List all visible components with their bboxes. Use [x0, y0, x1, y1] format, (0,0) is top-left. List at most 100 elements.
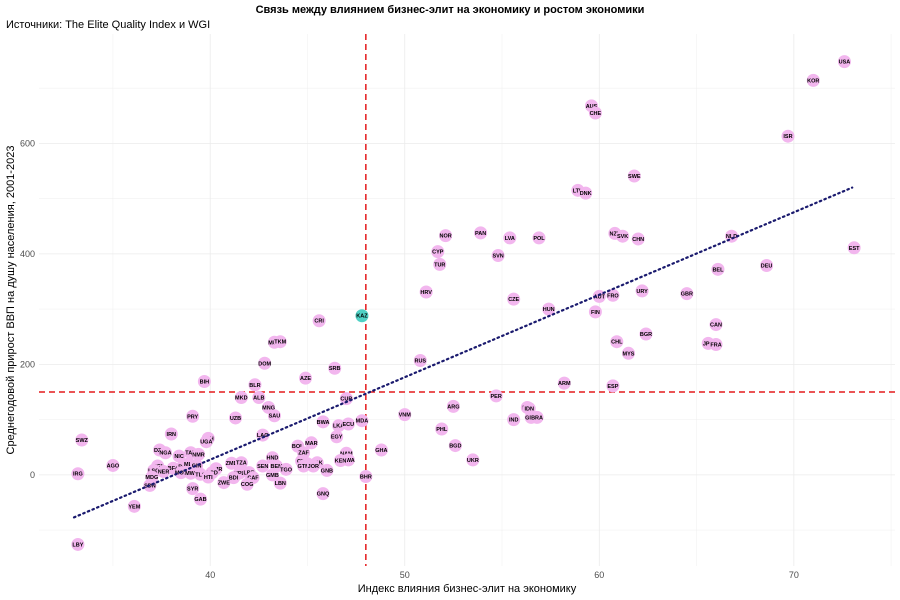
point-label: LKA — [333, 424, 344, 430]
point-marker — [781, 129, 795, 143]
point-label: CYP — [432, 250, 444, 256]
point-label: MWI — [185, 471, 197, 477]
point-marker — [299, 371, 313, 385]
point-label: SWZ — [76, 438, 89, 444]
point-label: EGY — [331, 435, 343, 441]
point-marker — [616, 229, 630, 243]
data-point-gnb: GNB — [320, 463, 334, 477]
point-marker — [332, 419, 346, 433]
data-point-srb: SRB — [328, 361, 342, 375]
point-label: PER — [491, 394, 502, 400]
data-point-nor: NOR — [439, 229, 453, 243]
point-marker — [610, 335, 624, 349]
data-point-mar: MAR — [304, 436, 318, 450]
data-point-sen: SEN — [256, 459, 270, 473]
point-label: URY — [636, 289, 648, 295]
point-label: HTI — [204, 475, 213, 481]
point-label: NPL — [234, 471, 246, 477]
point-label: PHL — [436, 427, 448, 433]
data-point-cyp: CYP — [431, 245, 445, 259]
point-label: TGO — [280, 467, 293, 473]
point-label: LBY — [72, 542, 83, 548]
point-marker — [248, 378, 262, 392]
point-marker — [193, 492, 207, 506]
data-point-arm: ARM — [557, 376, 571, 390]
point-label: GBR — [681, 292, 693, 298]
point-marker — [192, 447, 206, 461]
x-axis-title: Индекс влияния бизнес-элит на экономику — [358, 583, 577, 595]
data-point-lva: LVA — [503, 231, 517, 245]
point-marker — [75, 433, 89, 447]
point-label: MYS — [623, 351, 635, 357]
point-marker — [186, 409, 200, 423]
point-marker — [635, 284, 649, 298]
data-point-sau: SAU — [267, 409, 281, 423]
point-label: MNG — [262, 405, 275, 411]
point-marker — [474, 226, 488, 240]
point-label: NZL — [610, 231, 621, 237]
data-point-tkm: TKM — [273, 335, 287, 349]
point-marker — [419, 285, 433, 299]
point-label: CUB — [340, 397, 352, 403]
point-label: SAU — [269, 414, 281, 420]
point-label: SVN — [492, 254, 503, 260]
point-label: KAZ — [356, 314, 368, 320]
point-label: SWE — [628, 174, 641, 180]
data-point-per: PER — [489, 389, 503, 403]
point-label: USA — [839, 60, 851, 66]
data-point-chn: CHN — [631, 232, 645, 246]
point-marker — [639, 327, 653, 341]
point-marker — [709, 318, 723, 332]
data-point-bdi: BDI — [227, 471, 241, 485]
point-label: TLS — [195, 472, 206, 478]
point-label: NMR — [192, 452, 205, 458]
data-point-nga: NGA — [158, 446, 172, 460]
point-marker — [273, 335, 287, 349]
point-label: AZE — [300, 376, 311, 382]
data-point-rus: RUS — [413, 353, 427, 367]
point-label: UKR — [467, 458, 479, 464]
point-label: BWA — [317, 420, 330, 426]
point-marker — [359, 470, 373, 484]
chart-title: Связь между влиянием бизнес-элит на экон… — [255, 4, 645, 16]
point-marker — [273, 476, 287, 490]
data-point-ind: IND — [507, 413, 521, 427]
point-marker — [448, 439, 462, 453]
point-label: NGA — [159, 451, 171, 457]
point-label: SYR — [187, 487, 198, 493]
point-marker — [532, 231, 546, 245]
point-label: ISR — [783, 134, 792, 140]
plot-panel — [39, 34, 895, 566]
point-marker — [297, 459, 311, 473]
point-label: SVK — [617, 234, 628, 240]
data-point-bra: BRA — [530, 410, 544, 424]
point-marker — [557, 376, 571, 390]
point-marker — [806, 73, 820, 87]
point-label: BEL — [712, 267, 724, 273]
point-label: BDI — [229, 476, 239, 482]
point-marker — [252, 391, 266, 405]
point-marker — [256, 459, 270, 473]
point-label: COG — [241, 482, 254, 488]
data-point-cub: CUB — [339, 392, 353, 406]
data-point-gha: GHA — [374, 443, 388, 457]
point-label: LVA — [505, 236, 515, 242]
data-point-ago: AGO — [106, 458, 120, 472]
point-label: YEM — [128, 504, 140, 510]
data-point-ken: KEN — [334, 453, 348, 467]
point-marker — [258, 356, 272, 370]
point-marker — [627, 169, 641, 183]
point-label: ARG — [447, 404, 459, 410]
point-label: CAF — [247, 476, 259, 482]
point-marker — [334, 453, 348, 467]
data-point-cog: COG — [240, 477, 254, 491]
point-label: TUR — [434, 262, 445, 268]
point-marker — [711, 262, 725, 276]
point-label: NER — [158, 470, 170, 476]
data-point-swz: SWZ — [75, 433, 89, 447]
point-label: HUN — [543, 307, 555, 313]
point-marker — [172, 449, 186, 463]
data-point-ner: NER — [157, 465, 171, 479]
